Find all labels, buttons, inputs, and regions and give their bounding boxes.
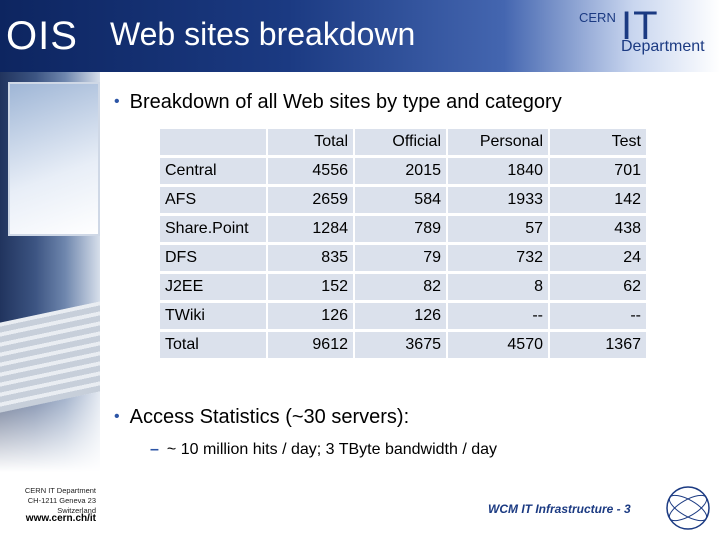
cell-test: 142 [550,187,646,213]
cell-personal: 4570 [448,332,548,358]
bullet-access-statistics: • Access Statistics (~30 servers): [114,406,409,429]
cell-personal: 57 [448,216,548,242]
keyboard-image [0,301,100,413]
table-row: Total 9612 3675 4570 1367 [160,332,646,358]
table-corner-cell [160,129,266,155]
dash-icon: – [150,441,159,458]
sub-bullet-text: ~ 10 million hits / day; 3 TByte bandwid… [166,441,498,458]
table-row: AFS 2659 584 1933 142 [160,187,646,213]
row-label: Total [160,332,266,358]
cell-personal: 1840 [448,158,548,184]
logo-it-text: IT [621,4,659,48]
cell-personal: -- [448,303,548,329]
cell-official: 789 [355,216,446,242]
cell-total: 835 [268,245,353,271]
cell-total: 4556 [268,158,353,184]
col-header: Test [550,129,646,155]
col-header: Official [355,129,446,155]
cell-total: 2659 [268,187,353,213]
sub-bullet-hits: – ~ 10 million hits / day; 3 TByte bandwi… [150,441,497,459]
cell-test: 438 [550,216,646,242]
cell-official: 3675 [355,332,446,358]
table-row: Share.Point 1284 789 57 438 [160,216,646,242]
row-label: Share.Point [160,216,266,242]
cell-total: 126 [268,303,353,329]
cern-address: CERN IT Department CH-1211 Geneva 23 Swi… [4,486,96,516]
row-label: Central [160,158,266,184]
cell-official: 82 [355,274,446,300]
address-line: Switzerland [57,506,96,515]
cell-test: 701 [550,158,646,184]
cell-test: 24 [550,245,646,271]
cell-total: 152 [268,274,353,300]
cell-total: 1284 [268,216,353,242]
col-header: Personal [448,129,548,155]
cern-it-logo: CERN IT Department [577,4,717,58]
ois-label: OIS [6,14,78,58]
cell-personal: 1933 [448,187,548,213]
address-line: CH-1211 Geneva 23 [27,496,96,505]
footer-slide-label: WCM IT Infrastructure - 3 [488,502,631,516]
web-sites-table: Total Official Personal Test Central 455… [158,126,648,361]
cern-url: www.cern.ch/it [25,513,96,524]
address-line: CERN IT Department [24,486,96,495]
cell-total: 9612 [268,332,353,358]
cell-test: 62 [550,274,646,300]
cell-test: 1367 [550,332,646,358]
header-band: OIS Web sites breakdown CERN IT Departme… [0,0,720,72]
cell-official: 2015 [355,158,446,184]
table-row: J2EE 152 82 8 62 [160,274,646,300]
bullet-text: Breakdown of all Web sites by type and c… [129,91,562,113]
table-row: Central 4556 2015 1840 701 [160,158,646,184]
row-label: DFS [160,245,266,271]
monitor-image [8,82,100,236]
cell-official: 79 [355,245,446,271]
row-label: AFS [160,187,266,213]
cell-test: -- [550,303,646,329]
logo-department-text: Department [621,38,705,55]
cell-personal: 732 [448,245,548,271]
cern-seal-icon [666,486,710,530]
page-title: Web sites breakdown [110,16,416,52]
table-header-row: Total Official Personal Test [160,129,646,155]
cell-official: 584 [355,187,446,213]
bullet-text: Access Statistics (~30 servers): [129,406,410,428]
sidebar-photo: CERN IT Department CH-1211 Geneva 23 Swi… [0,72,100,524]
bullet-breakdown: • Breakdown of all Web sites by type and … [114,91,562,114]
row-label: J2EE [160,274,266,300]
col-header: Total [268,129,353,155]
bullet-dot-icon: • [114,93,120,110]
table-row: DFS 835 79 732 24 [160,245,646,271]
cell-official: 126 [355,303,446,329]
table-row: TWiki 126 126 -- -- [160,303,646,329]
cell-personal: 8 [448,274,548,300]
logo-cern-text: CERN [579,10,616,25]
row-label: TWiki [160,303,266,329]
bullet-dot-icon: • [114,408,120,425]
